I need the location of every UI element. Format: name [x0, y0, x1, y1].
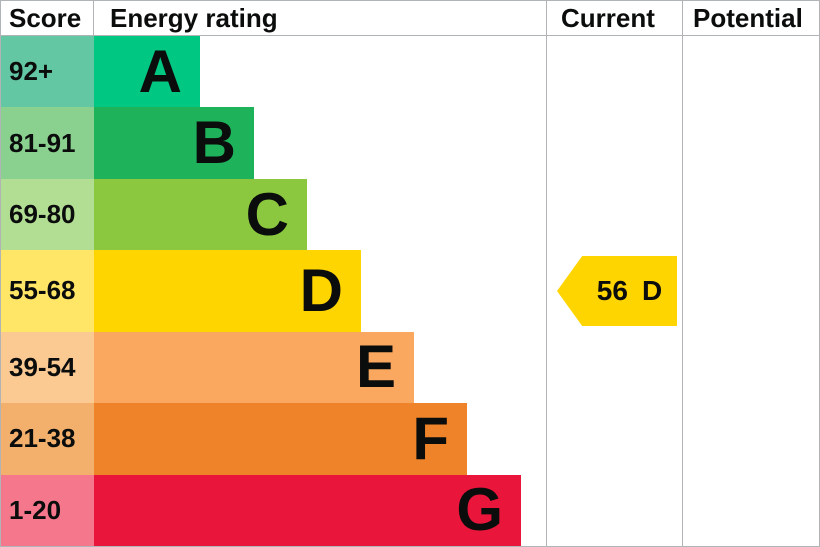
band-row-a: 92+ A [1, 36, 819, 108]
rating-bar-f: F [94, 403, 467, 475]
current-cell-g [546, 474, 682, 546]
score-range-cell-c: 69-80 [1, 178, 94, 251]
band-letter: C [245, 180, 289, 248]
score-range-cell-e: 39-54 [1, 331, 94, 404]
score-range-label: 39-54 [9, 351, 76, 382]
current-cell-b [546, 107, 682, 179]
current-rating-band: D [641, 274, 663, 306]
band-row-e: 39-54 E [1, 331, 819, 404]
score-range-cell-d: 55-68 [1, 250, 94, 332]
current-cell-e [546, 331, 682, 404]
potential-cell-g [682, 474, 819, 546]
current-column-header: Current [546, 1, 682, 35]
energy-rating-cell-d: D [94, 250, 546, 332]
energy-rating-cell-e: E [94, 331, 546, 404]
band-row-f: 21-38 F [1, 403, 819, 475]
current-cell-f [546, 403, 682, 475]
energy-rating-cell-b: B [94, 107, 546, 179]
energy-rating-cell-a: A [94, 36, 546, 108]
potential-cell-e [682, 331, 819, 404]
energy-rating-cell-g: G [94, 474, 546, 546]
score-range-label: 21-38 [9, 423, 76, 454]
score-range-label: 55-68 [9, 275, 76, 306]
current-rating-arrow: 56 D [557, 255, 677, 326]
band-letter: A [138, 37, 182, 105]
current-cell-d: 56 D [546, 250, 682, 332]
band-letter: G [456, 476, 503, 544]
energy-rating-cell-f: F [94, 403, 546, 475]
potential-cell-f [682, 403, 819, 475]
potential-cell-d [682, 250, 819, 332]
energy-rating-column-header: Energy rating [110, 2, 278, 33]
band-row-c: 69-80 C [1, 178, 819, 251]
energy-rating-cell-c: C [94, 178, 546, 251]
current-cell-c [546, 178, 682, 251]
score-column-header: Score [1, 1, 94, 35]
rating-bar-d: D [94, 250, 361, 332]
rating-bar-c: C [94, 178, 307, 251]
band-letter: B [192, 109, 236, 177]
current-rating-score: 56 [596, 274, 628, 306]
score-range-label: 69-80 [9, 199, 76, 230]
band-row-d: 55-68 D 56 D [1, 250, 819, 332]
score-range-cell-b: 81-91 [1, 107, 94, 179]
rating-bar-b: B [94, 107, 254, 179]
score-range-label: 92+ [9, 56, 54, 87]
rating-bar-a: A [94, 36, 200, 108]
rating-bar-g: G [94, 474, 521, 546]
rating-bar-e: E [94, 331, 414, 404]
score-range-cell-a: 92+ [1, 36, 94, 108]
score-range-cell-f: 21-38 [1, 403, 94, 475]
band-row-g: 1-20 G [1, 474, 819, 546]
potential-cell-c [682, 178, 819, 251]
chart-header-row: Score Energy rating Current Potential [1, 1, 819, 36]
score-range-label: 81-91 [9, 127, 76, 158]
band-letter: D [299, 256, 343, 324]
potential-cell-b [682, 107, 819, 179]
band-row-b: 81-91 B [1, 107, 819, 179]
band-letter: E [355, 333, 396, 401]
score-range-label: 1-20 [9, 494, 62, 525]
current-cell-a [546, 36, 682, 108]
potential-cell-a [682, 36, 819, 108]
score-range-cell-g: 1-20 [1, 474, 94, 546]
potential-column-header: Potential [682, 1, 819, 35]
band-letter: F [412, 404, 449, 472]
